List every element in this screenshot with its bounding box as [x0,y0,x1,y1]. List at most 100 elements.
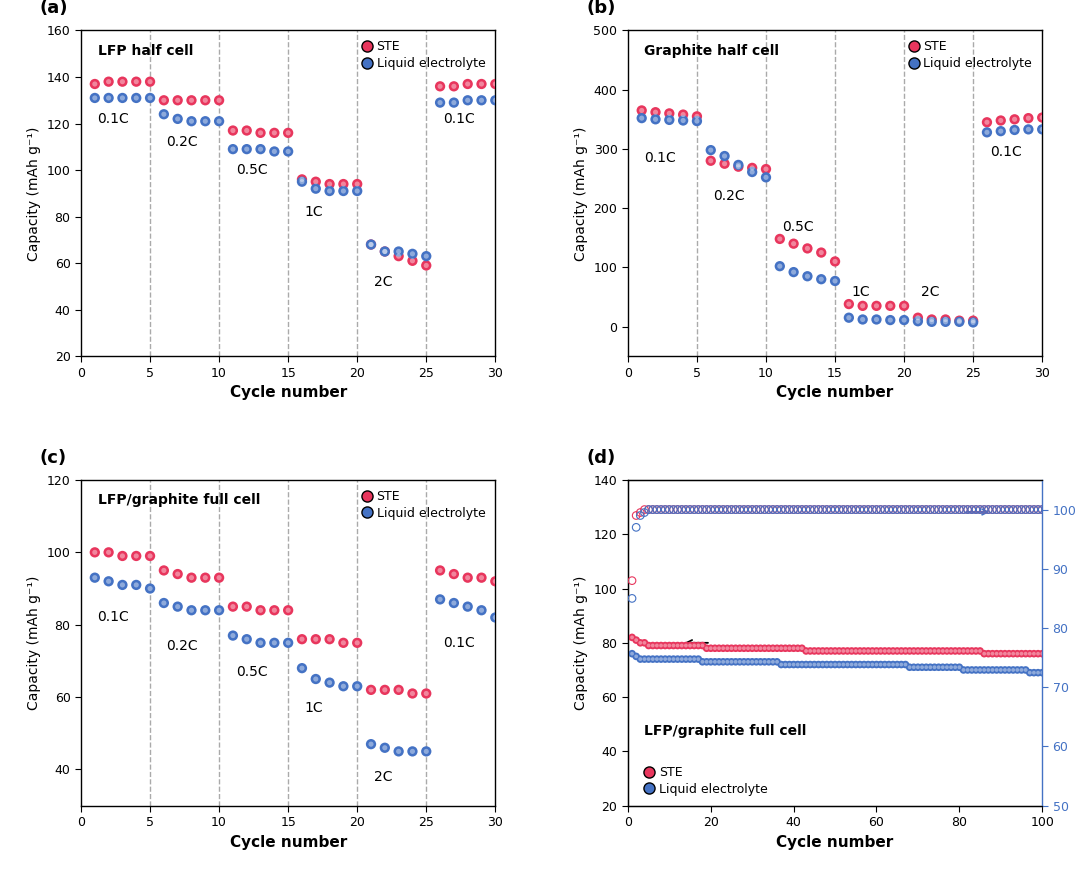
Point [893,503,910,517]
Point [819,658,836,672]
Point [307,672,324,686]
Point [238,632,255,646]
Y-axis label: Capacity (mAh g⁻¹): Capacity (mAh g⁻¹) [573,126,588,260]
Point [321,676,338,690]
Point [730,158,747,172]
Point [648,652,665,666]
Point [627,650,645,664]
Point [363,683,380,697]
Point [640,638,658,652]
Point [768,641,785,655]
Point [880,644,897,658]
Point [693,655,711,669]
Point [934,503,951,517]
Point [864,644,881,658]
Point [801,503,819,517]
Point [826,644,843,658]
Text: 0.1C: 0.1C [97,611,130,625]
Point [632,636,649,650]
Point [459,571,476,584]
Point [127,75,145,89]
Point [955,663,972,677]
Point [473,571,490,584]
Point [968,644,985,658]
Point [698,503,715,517]
Point [1020,111,1037,125]
Point [1000,663,1017,677]
Point [321,177,338,191]
Point [100,574,118,588]
Point [881,299,899,313]
Point [978,125,996,139]
Point [752,655,769,669]
Point [1013,503,1030,517]
Point [677,638,694,652]
Point [760,503,778,517]
Point [822,658,839,672]
Point [881,313,899,327]
Point [716,157,733,171]
X-axis label: Cycle number: Cycle number [777,834,893,849]
Text: (a): (a) [40,0,68,17]
Point [789,641,807,655]
Point [896,644,914,658]
Point [294,632,311,646]
Point [731,503,748,517]
Point [978,115,996,129]
Point [632,652,649,666]
Point [854,313,872,327]
Point [760,655,778,669]
Point [731,655,748,669]
Point [335,184,352,198]
Point [921,660,939,674]
Point [975,503,993,517]
Point [294,632,311,646]
Point [801,503,819,517]
Point [980,646,997,660]
Point [349,636,366,650]
Point [893,503,910,517]
Point [113,578,131,592]
Point [930,503,947,517]
Point [868,503,886,517]
Point [404,745,421,759]
Point [698,503,715,517]
Point [835,658,852,672]
Point [459,599,476,613]
Point [822,658,839,672]
Point [349,636,366,650]
Point [943,503,960,517]
Point [197,604,214,618]
Point [806,658,823,672]
Point [959,663,976,677]
Point [623,591,640,605]
Point [868,299,886,313]
Point [926,660,943,674]
Point [86,545,104,559]
Point [1021,665,1038,679]
Text: 0.5C: 0.5C [235,665,268,679]
Point [1025,665,1042,679]
Point [487,93,504,107]
Point [868,644,886,658]
Point [946,660,963,674]
Point [880,503,897,517]
Point [980,503,997,517]
Point [777,658,794,672]
Point [211,571,228,584]
Point [822,644,839,658]
Point [335,177,352,191]
Point [307,182,324,196]
Text: LFP/graphite full cell: LFP/graphite full cell [97,493,260,507]
Point [723,503,740,517]
Point [851,644,868,658]
Point [702,641,719,655]
Point [657,503,674,517]
Point [349,177,366,191]
Point [909,503,927,517]
Point [1009,646,1026,660]
Point [632,509,649,523]
Point [1021,503,1038,517]
Point [445,567,462,581]
Point [652,638,670,652]
